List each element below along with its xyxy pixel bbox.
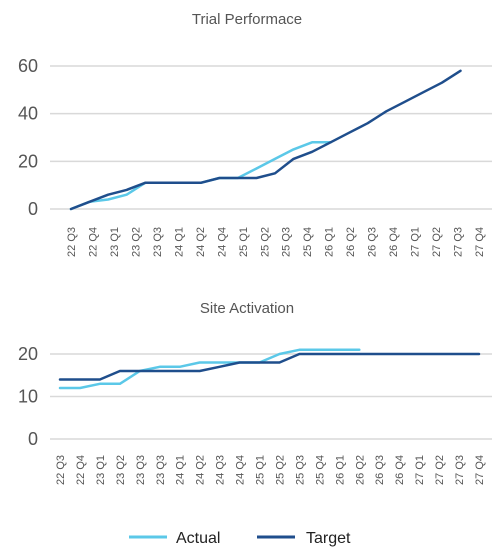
x-tick-label: 23 Q1 xyxy=(109,227,121,257)
x-tick-label: 24 Q3 xyxy=(215,455,227,485)
x-tick-label: 27 Q1 xyxy=(410,227,422,257)
x-tick-label: 23 Q2 xyxy=(115,455,127,485)
x-tick-label: 22 Q4 xyxy=(75,455,87,485)
x-tick-label: 24 Q4 xyxy=(216,227,228,257)
x-tick-label: 25 Q2 xyxy=(259,227,271,257)
x-tick-label: 23 Q3 xyxy=(155,455,167,485)
x-tick-label: 27 Q2 xyxy=(431,227,443,257)
series-actual-line-chart-1 xyxy=(69,141,332,211)
x-tick-label: 25 Q3 xyxy=(281,227,293,257)
x-tick-label: 23 Q2 xyxy=(130,227,142,257)
x-tick-label: 27 Q4 xyxy=(474,227,486,257)
y-tick-label: 10 xyxy=(18,387,38,407)
x-tick-label: 25 Q4 xyxy=(302,227,314,257)
x-tick-label: 26 Q1 xyxy=(324,227,336,257)
y-tick-label: 40 xyxy=(18,104,38,124)
x-tick-label: 23 Q1 xyxy=(95,455,107,485)
y-tick-label: 20 xyxy=(18,151,38,171)
chart-2-title: Site Activation xyxy=(200,300,294,317)
chart-1-title: Trial Performace xyxy=(192,11,302,28)
x-tick-label: 27 Q4 xyxy=(474,455,486,485)
legend-label-target: Target xyxy=(306,530,351,547)
x-tick-label: 27 Q3 xyxy=(454,455,466,485)
x-tick-label: 26 Q3 xyxy=(374,455,386,485)
x-tick-label: 26 Q3 xyxy=(367,227,379,257)
x-tick-label: 26 Q2 xyxy=(354,455,366,485)
y-tick-label: 0 xyxy=(28,429,38,449)
y-tick-label: 60 xyxy=(18,56,38,76)
x-tick-label: 25 Q2 xyxy=(274,455,286,485)
x-tick-label: 26 Q2 xyxy=(345,227,357,257)
x-tick-label: 26 Q4 xyxy=(388,227,400,257)
x-tick-label: 24 Q2 xyxy=(195,455,207,485)
x-tick-label: 26 Q4 xyxy=(394,455,406,485)
series-target-line-chart-1 xyxy=(69,69,462,211)
x-tick-label: 24 Q1 xyxy=(175,455,187,485)
x-tick-label: 26 Q1 xyxy=(334,455,346,485)
x-tick-label: 27 Q1 xyxy=(414,455,426,485)
y-tick-label: 0 xyxy=(28,199,38,219)
legend-label-actual: Actual xyxy=(176,530,220,547)
x-tick-label: 27 Q3 xyxy=(453,227,465,257)
x-tick-label: 22 Q3 xyxy=(66,227,78,257)
x-tick-label: 24 Q2 xyxy=(195,227,207,257)
x-tick-label: 25 Q1 xyxy=(238,227,250,257)
x-tick-label: 22 Q4 xyxy=(87,227,99,257)
x-tick-label: 23 Q3 xyxy=(152,227,164,257)
series-actual-line-chart-2 xyxy=(58,348,361,390)
x-tick-label: 25 Q3 xyxy=(294,455,306,485)
x-tick-label: 24 Q1 xyxy=(173,227,185,257)
x-tick-label: 27 Q2 xyxy=(434,455,446,485)
x-tick-label: 24 Q4 xyxy=(235,455,247,485)
series-target-line-chart-2 xyxy=(58,352,481,381)
x-tick-label: 25 Q1 xyxy=(255,455,267,485)
x-tick-label: 23 Q3 xyxy=(135,455,147,485)
y-tick-label: 20 xyxy=(18,344,38,364)
x-tick-label: 25 Q4 xyxy=(314,455,326,485)
x-tick-label: 22 Q3 xyxy=(55,455,67,485)
